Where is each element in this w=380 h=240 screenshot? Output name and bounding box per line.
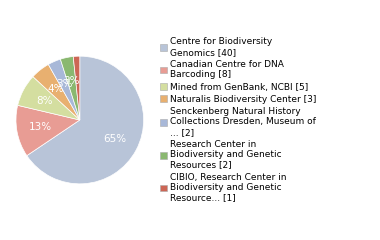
Legend: Centre for Biodiversity
Genomics [40], Canadian Centre for DNA
Barcoding [8], Mi: Centre for Biodiversity Genomics [40], C… [160, 37, 317, 203]
Wedge shape [17, 77, 80, 120]
Text: 13%: 13% [29, 122, 52, 132]
Text: 65%: 65% [103, 134, 126, 144]
Wedge shape [16, 105, 80, 156]
Text: 3%: 3% [56, 79, 72, 89]
Text: 3%: 3% [63, 76, 80, 86]
Wedge shape [73, 56, 80, 120]
Wedge shape [27, 56, 144, 184]
Wedge shape [48, 59, 80, 120]
Wedge shape [60, 56, 80, 120]
Text: 4%: 4% [47, 84, 63, 94]
Wedge shape [33, 65, 80, 120]
Text: 8%: 8% [36, 96, 53, 106]
